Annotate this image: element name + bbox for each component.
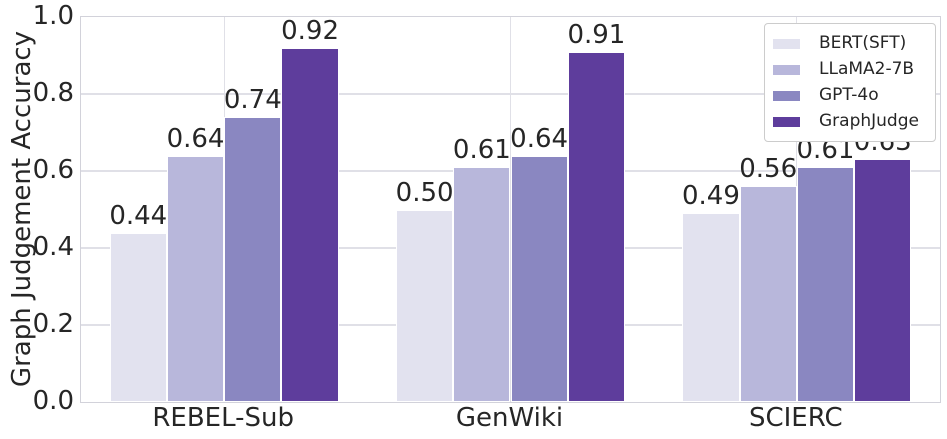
y-tick-label: 0.4	[32, 232, 74, 262]
v-gridline	[509, 17, 512, 402]
bar-value-label: 0.64	[510, 123, 569, 154]
y-tick-label: 0.2	[32, 309, 74, 339]
y-tick-label: 1.0	[32, 1, 74, 31]
legend-item: BERT(SFT)	[773, 32, 919, 55]
legend-swatch	[773, 64, 800, 75]
x-tick-label: REBEL-Sub	[152, 403, 294, 433]
legend-swatch	[773, 90, 800, 101]
bar-value-label: 0.92	[281, 15, 340, 46]
legend: BERT(SFT) LLaMA2-7B GPT-4o GraphJudge	[764, 23, 936, 142]
y-tick-label: 0.8	[32, 78, 74, 108]
bar-value-label: 0.74	[223, 85, 282, 116]
bar-value-label: 0.56	[739, 154, 798, 185]
bar-value-label: 0.91	[567, 19, 626, 50]
bar-llama2-7b	[453, 167, 511, 402]
legend-swatch	[773, 38, 800, 49]
bar-value-label: 0.61	[452, 135, 511, 166]
legend-label: LLaMA2-7B	[819, 59, 915, 79]
legend-item: GraphJudge	[773, 110, 919, 133]
bar-gpt-4o	[224, 117, 282, 402]
bar-value-label: 0.64	[166, 123, 225, 154]
bar-llama2-7b	[166, 155, 225, 402]
x-tick-label: SCIERC	[748, 403, 843, 433]
legend-item: LLaMA2-7B	[773, 58, 919, 81]
bar-gpt-4o	[796, 167, 855, 402]
legend-label: BERT(SFT)	[819, 33, 907, 53]
legend-swatch	[773, 116, 800, 127]
y-tick-label: 0.6	[32, 155, 74, 185]
bar-graphjudge	[281, 47, 339, 402]
legend-label: GraphJudge	[819, 111, 919, 131]
bar-bert-sft-	[395, 209, 454, 402]
legend-label: GPT-4o	[819, 85, 879, 105]
bar-graphjudge	[854, 159, 912, 402]
bar-value-label: 0.44	[109, 200, 168, 231]
bar-gpt-4o	[510, 155, 568, 402]
legend-item: GPT-4o	[773, 84, 919, 107]
bar-bert-sft-	[682, 213, 740, 402]
x-tick-label: GenWiki	[455, 403, 564, 433]
bar-value-label: 0.49	[681, 181, 740, 212]
bar-value-label: 0.50	[395, 177, 454, 208]
y-tick-label: 0.0	[32, 386, 74, 416]
bar-llama2-7b	[739, 186, 797, 402]
bar-bert-sft-	[109, 232, 167, 402]
bar-graphjudge	[567, 51, 626, 402]
